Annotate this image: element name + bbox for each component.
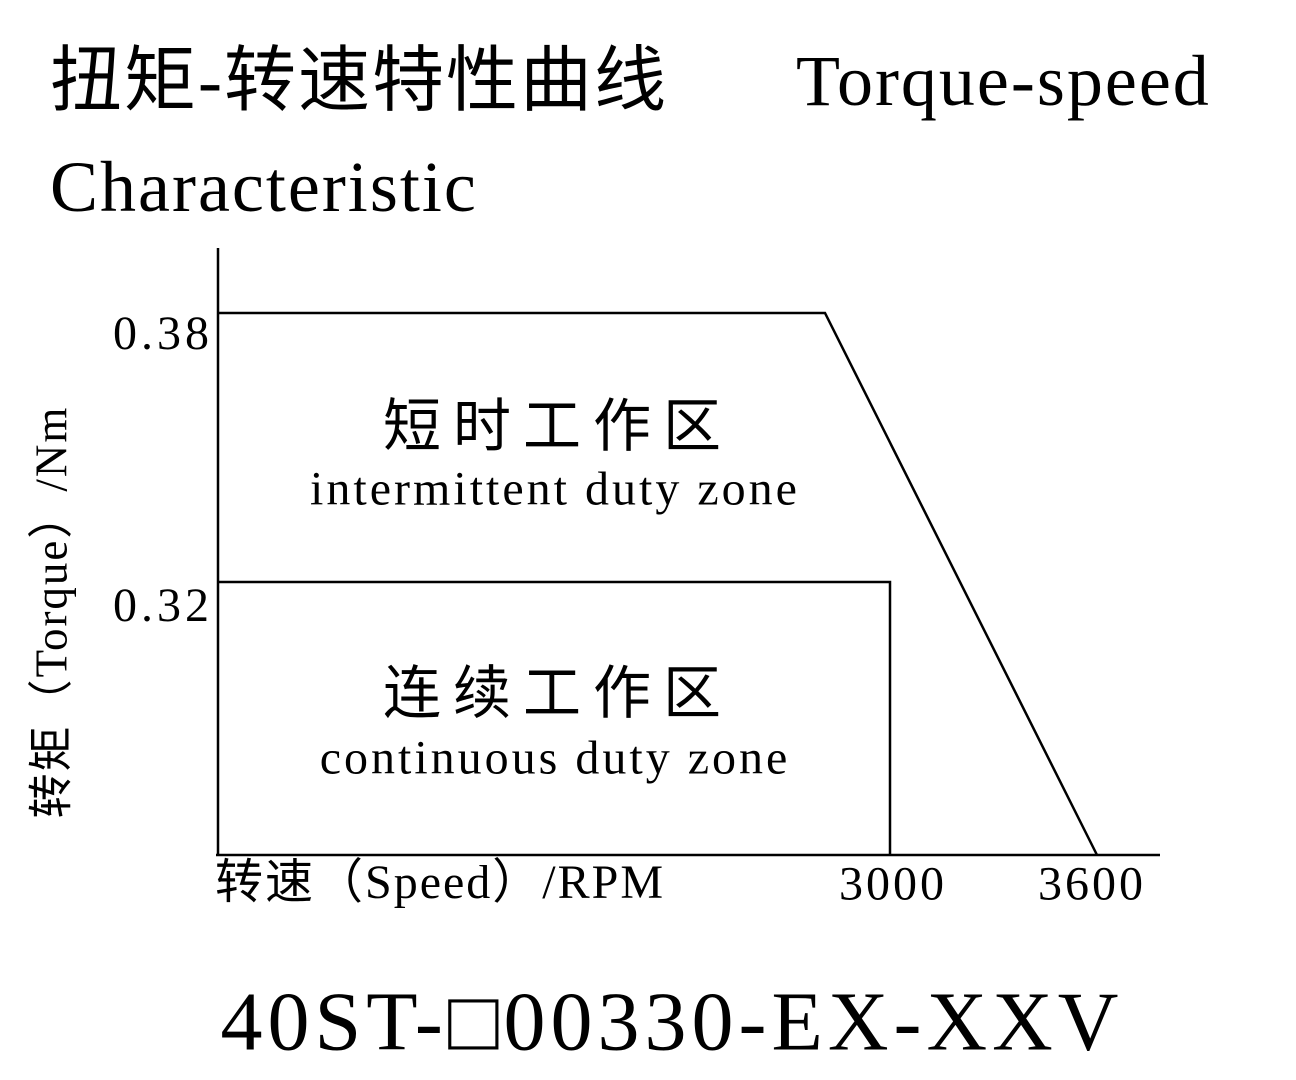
- chart-title-zh: 扭矩-转速特性曲线: [50, 41, 668, 121]
- x-axis-title: 转速（Speed）/RPM: [215, 856, 666, 909]
- continuous-zone-label-en: continuous duty zone: [319, 731, 791, 785]
- y-axis-title: 转矩（Torque）/Nm: [26, 405, 77, 819]
- motor-model-number: 40ST-□00330-EX-XXV: [220, 975, 1124, 1069]
- intermittent-zone-label-en: intermittent duty zone: [310, 462, 800, 516]
- chart-title-en-line1: Torque-speed: [795, 41, 1211, 121]
- x-tick-max-speed: 3600: [1038, 857, 1146, 911]
- x-tick-rated-speed: 3000: [839, 857, 947, 911]
- chart-title-en-line2: Characteristic: [50, 147, 478, 227]
- continuous-zone-label-zh: 连续工作区: [382, 661, 734, 726]
- intermittent-zone-label-zh: 短时工作区: [382, 394, 734, 459]
- continuous-boundary-line: [218, 580, 892, 855]
- y-tick-peak-torque: 0.38: [113, 307, 213, 360]
- intermittent-boundary-line: [218, 311, 1099, 856]
- chart-title: 扭矩-转速特性曲线 Torque-speed Characteristic: [50, 28, 1211, 240]
- y-tick-rated-torque: 0.32: [113, 579, 213, 632]
